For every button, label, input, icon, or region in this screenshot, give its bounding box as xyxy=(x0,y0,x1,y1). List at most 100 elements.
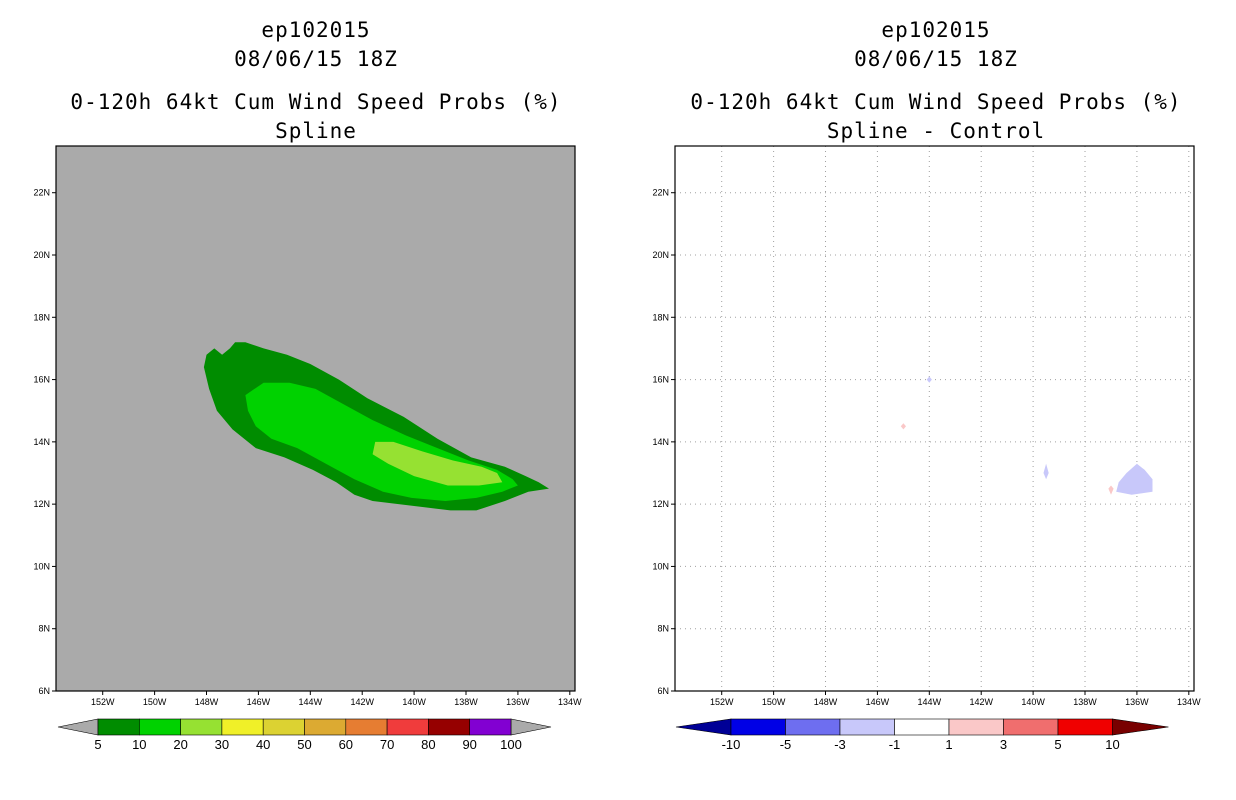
colorbar-swatch xyxy=(948,718,1004,736)
contour-20-30 xyxy=(372,441,503,486)
y-tick-label: 6N xyxy=(38,686,50,696)
colorbar-high-arrow xyxy=(510,718,552,736)
x-tick-label: 134W xyxy=(558,697,582,707)
colorbar-swatch xyxy=(262,718,305,736)
colorbar-label: 80 xyxy=(421,737,435,752)
colorbar-label: -5 xyxy=(780,737,792,752)
right-storm-id: ep102015 xyxy=(881,18,991,42)
colorbar-label: 90 xyxy=(462,737,476,752)
y-tick-label: 16N xyxy=(652,375,669,385)
x-tick-label: 142W xyxy=(350,697,374,707)
left-date: 08/06/15 18Z xyxy=(234,47,398,71)
colorbar-label: 70 xyxy=(380,737,394,752)
y-tick-label: 10N xyxy=(652,561,669,571)
x-tick-label: 146W xyxy=(247,697,271,707)
colorbar-swatch xyxy=(894,718,950,736)
x-tick-label: 140W xyxy=(1021,697,1045,707)
colorbar-swatch xyxy=(469,718,512,736)
x-tick-label: 138W xyxy=(1073,697,1097,707)
left-chart-title: 0-120h 64kt Cum Wind Speed Probs (%) xyxy=(70,90,562,114)
left-storm-id: ep102015 xyxy=(261,18,371,42)
colorbar-low-arrow xyxy=(675,718,732,736)
colorbar-label: 3 xyxy=(1000,737,1007,752)
contour--3to-1 xyxy=(926,376,932,383)
colorbar-swatch xyxy=(139,718,181,736)
colorbar-label: 5 xyxy=(1054,737,1061,752)
contour-1to3 xyxy=(1108,485,1114,495)
y-tick-label: 20N xyxy=(652,250,669,260)
colorbar-label: 40 xyxy=(256,737,270,752)
map-frame xyxy=(674,145,1195,692)
colorbar-swatch xyxy=(1057,718,1113,736)
y-tick-label: 12N xyxy=(33,499,50,509)
x-tick-label: 150W xyxy=(762,697,786,707)
x-tick-label: 136W xyxy=(506,697,530,707)
colorbar-label: -10 xyxy=(722,737,741,752)
contour-1to3 xyxy=(900,423,906,430)
colorbar-swatch xyxy=(386,718,429,736)
y-tick-label: 6N xyxy=(657,686,669,696)
colorbar-swatch xyxy=(180,718,223,736)
colorbar-label: 5 xyxy=(94,737,101,752)
right-map-panel: 152W 150W 148W 146W 144W 142W 140W 138W 136W 134W… xyxy=(652,145,1201,707)
colorbar-swatch xyxy=(304,718,347,736)
right-chart-title: 0-120h 64kt Cum Wind Speed Probs (%) xyxy=(690,90,1182,114)
x-tick-label: 134W xyxy=(1177,697,1201,707)
y-tick-label: 22N xyxy=(33,188,50,198)
x-tick-label: 138W xyxy=(454,697,478,707)
colorbar-swatch xyxy=(428,718,470,736)
colorbar-swatch xyxy=(221,718,264,736)
colorbar-label: 10 xyxy=(132,737,146,752)
y-tick-label: 22N xyxy=(652,188,669,198)
x-tick-label: 146W xyxy=(866,697,890,707)
colorbar-label: 100 xyxy=(500,737,522,752)
left-map-panel: 152W 150W 148W 146W 144W 142W 140W 138W 136W 134W… xyxy=(33,145,582,707)
left-chart-subtitle: Spline xyxy=(275,119,357,143)
colorbar-swatch xyxy=(345,718,388,736)
x-tick-label: 142W xyxy=(969,697,993,707)
left-colorbar: 5 10 20 30 40 50 60 70 80 90 100 xyxy=(57,718,552,752)
x-tick-label: 148W xyxy=(814,697,838,707)
x-tick-label: 144W xyxy=(299,697,323,707)
x-tick-label: 136W xyxy=(1125,697,1149,707)
colorbar-swatch xyxy=(730,718,786,736)
colorbar-high-arrow xyxy=(1112,718,1169,736)
y-tick-label: 18N xyxy=(33,312,50,322)
colorbar-swatch xyxy=(785,718,841,736)
y-tick-label: 10N xyxy=(33,561,50,571)
y-tick-label: 14N xyxy=(652,437,669,447)
x-tick-label: 140W xyxy=(402,697,426,707)
colorbar-label: 1 xyxy=(945,737,952,752)
colorbar-swatch xyxy=(97,718,140,736)
x-tick-label: 148W xyxy=(195,697,219,707)
right-colorbar: -10 -5 -3 -1 1 3 5 10 xyxy=(675,718,1169,752)
map-frame xyxy=(55,145,576,692)
contour--3to-1 xyxy=(1116,463,1153,495)
x-tick-label: 152W xyxy=(710,697,734,707)
colorbar-label: 30 xyxy=(215,737,229,752)
colorbar-label: -1 xyxy=(889,737,901,752)
y-tick-label: 14N xyxy=(33,437,50,447)
colorbar-swatch xyxy=(839,718,895,736)
x-tick-label: 152W xyxy=(91,697,115,707)
y-tick-label: 16N xyxy=(33,375,50,385)
colorbar-label: 20 xyxy=(173,737,187,752)
y-tick-label: 18N xyxy=(652,312,669,322)
colorbar-label: -3 xyxy=(834,737,846,752)
y-tick-label: 20N xyxy=(33,250,50,260)
map-background xyxy=(675,146,1194,691)
colorbar-label: 60 xyxy=(339,737,353,752)
contour--3to-1 xyxy=(1043,463,1049,480)
y-tick-label: 12N xyxy=(652,499,669,509)
colorbar-low-arrow xyxy=(57,718,99,736)
colorbar-label: 10 xyxy=(1105,737,1119,752)
y-tick-label: 8N xyxy=(657,624,669,634)
right-date: 08/06/15 18Z xyxy=(854,47,1018,71)
colorbar-swatch xyxy=(1003,718,1059,736)
colorbar-label: 50 xyxy=(297,737,311,752)
right-chart-subtitle: Spline - Control xyxy=(826,119,1046,143)
left-panel-title: ep102015 08/06/15 18Z 0-120h 64kt Cum Wi… xyxy=(56,16,576,146)
x-tick-label: 150W xyxy=(143,697,167,707)
x-tick-label: 144W xyxy=(918,697,942,707)
